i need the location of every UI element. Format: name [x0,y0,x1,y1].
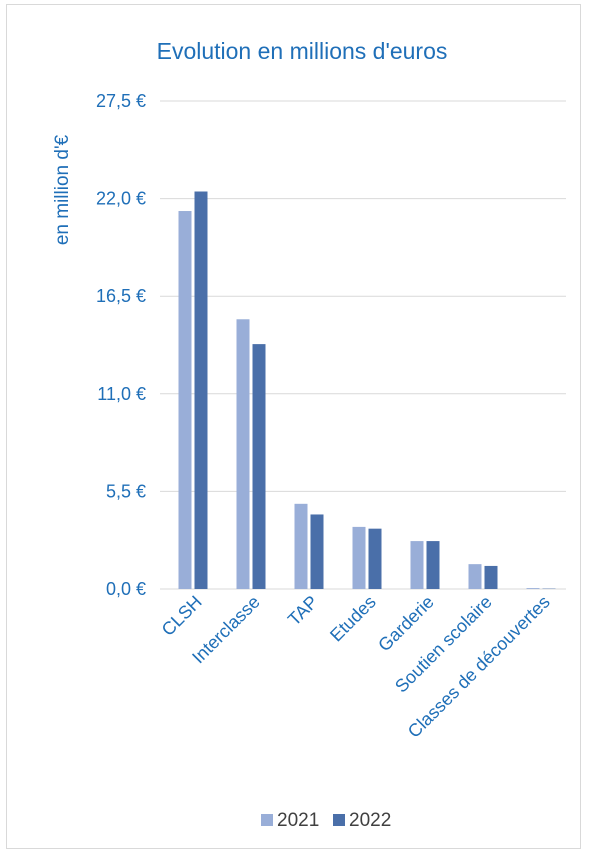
bar-2021-6 [526,588,540,589]
bar-2022-0 [194,191,208,589]
legend-swatch-2022 [333,814,345,826]
grid-lines [160,100,566,590]
bars [178,191,556,589]
y-axis-label: en million d'€ [52,134,73,245]
y-tick-label: 16,5 € [96,286,146,306]
legend-label: 2022 [349,810,391,831]
bar-2021-1 [236,319,250,589]
legend-swatch-2021 [261,814,273,826]
bar-2022-2 [310,514,324,589]
category-label: CLSH [158,592,206,640]
chart-frame [6,4,581,849]
category-label: Etudes [326,592,380,646]
legend-label: 2021 [277,810,319,831]
y-tick-label: 5,5 € [106,481,146,501]
category-label: TAP [284,592,322,630]
bar-2022-3 [368,528,382,589]
y-tick-label: 0,0 € [106,579,146,599]
y-tick-label: 22,0 € [96,189,146,209]
bar-2022-5 [484,565,498,589]
bar-2021-5 [468,564,482,589]
bar-2021-4 [410,541,424,589]
bar-2022-1 [252,344,266,589]
y-tick-labels: 0,0 € 5,5 € 11,0 € 16,5 € 22,0 € 27,5 € [96,91,146,599]
bar-2022-4 [426,541,440,589]
bar-2021-3 [352,526,366,589]
bar-2021-2 [294,503,308,589]
bar-2021-0 [178,211,192,589]
chart-title: Evolution en millions d'euros [157,38,448,64]
y-tick-label: 27,5 € [96,91,146,111]
y-tick-label: 11,0 € [97,384,146,404]
legend: 2021 2022 [261,810,391,831]
